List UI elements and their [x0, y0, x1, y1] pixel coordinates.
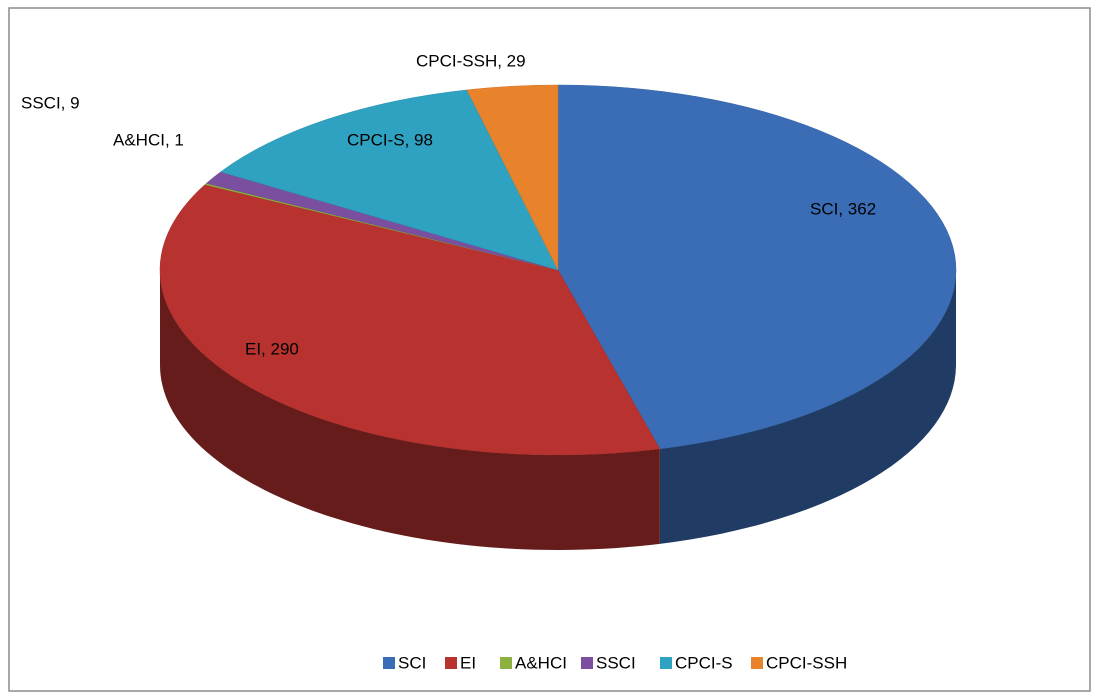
data-label: CPCI-S, 98: [347, 130, 433, 149]
legend-marker: [383, 657, 395, 669]
data-label: A&HCI, 1: [113, 130, 184, 149]
legend-label: EI: [460, 653, 476, 672]
legend-label: SSCI: [596, 653, 636, 672]
data-label: SCI, 362: [810, 199, 876, 218]
legend-marker: [581, 657, 593, 669]
pie-slice: [159, 184, 661, 456]
legend-marker: [751, 657, 763, 669]
pie-slice: [466, 84, 559, 271]
legend-label: SCI: [398, 653, 426, 672]
pie-slice-side: [160, 270, 660, 550]
legend-label: CPCI-S: [675, 653, 733, 672]
legend-marker: [660, 657, 672, 669]
data-label: SSCI, 9: [21, 93, 80, 112]
pie-slice: [557, 84, 957, 450]
legend-label: CPCI-SSH: [766, 653, 847, 672]
legend-label: A&HCI: [515, 653, 567, 672]
pie-slice-side: [659, 270, 956, 544]
pie-slice: [220, 89, 559, 271]
legend-marker: [445, 657, 457, 669]
legend-marker: [500, 657, 512, 669]
data-label: CPCI-SSH, 29: [416, 51, 526, 70]
data-label: EI, 290: [245, 339, 299, 358]
